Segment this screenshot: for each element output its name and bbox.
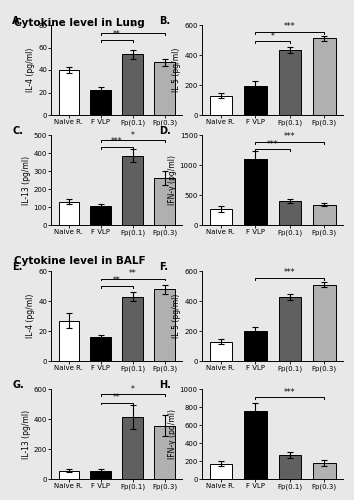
Y-axis label: IL-5 (pg/ml): IL-5 (pg/ml) — [172, 294, 181, 338]
Bar — [91, 90, 111, 115]
Text: C.: C. — [12, 126, 23, 136]
Text: **: ** — [113, 30, 121, 39]
Bar — [58, 320, 79, 361]
Bar — [210, 209, 232, 225]
Text: Cytokine level in Lung: Cytokine level in Lung — [14, 18, 145, 28]
Text: **: ** — [113, 393, 121, 402]
Bar — [91, 206, 111, 225]
Text: *: * — [131, 131, 135, 140]
Text: *: * — [131, 24, 135, 32]
Bar — [122, 54, 143, 115]
Text: H.: H. — [159, 380, 171, 390]
Text: G.: G. — [12, 380, 24, 390]
Text: E.: E. — [12, 262, 22, 272]
Bar — [154, 289, 175, 361]
Bar — [279, 455, 301, 479]
Bar — [279, 296, 301, 361]
Bar — [313, 204, 336, 225]
Bar — [154, 62, 175, 115]
Bar — [58, 471, 79, 479]
Y-axis label: IFN-γ (pg/ml): IFN-γ (pg/ml) — [168, 155, 177, 205]
Bar — [313, 463, 336, 479]
Bar — [313, 284, 336, 361]
Text: ***: *** — [284, 132, 296, 141]
Bar — [91, 471, 111, 479]
Bar — [210, 96, 232, 115]
Text: *: * — [131, 384, 135, 394]
Text: **: ** — [129, 269, 137, 278]
Bar — [244, 410, 267, 479]
Y-axis label: IL-5 (pg/ml): IL-5 (pg/ml) — [172, 48, 181, 92]
Bar — [279, 50, 301, 115]
Text: *: * — [271, 32, 274, 41]
Text: ***: *** — [284, 268, 296, 277]
Text: B.: B. — [159, 16, 170, 26]
Y-axis label: IL-13 (pg/ml): IL-13 (pg/ml) — [22, 156, 31, 204]
Bar — [122, 156, 143, 225]
Bar — [210, 464, 232, 479]
Bar — [313, 38, 336, 115]
Bar — [122, 296, 143, 361]
Text: ***: *** — [284, 22, 296, 31]
Text: **: ** — [113, 276, 121, 285]
Text: D.: D. — [159, 126, 171, 136]
Text: F.: F. — [159, 262, 168, 272]
Bar — [244, 331, 267, 361]
Bar — [122, 417, 143, 479]
Bar — [154, 178, 175, 225]
Bar — [91, 337, 111, 361]
Y-axis label: IFN-γ (pg/ml): IFN-γ (pg/ml) — [168, 409, 177, 459]
Bar — [279, 201, 301, 225]
Text: Cytokine level in BALF: Cytokine level in BALF — [14, 256, 146, 266]
Bar — [244, 86, 267, 115]
Y-axis label: IL-4 (pg/ml): IL-4 (pg/ml) — [27, 294, 35, 338]
Bar — [58, 70, 79, 115]
Y-axis label: IL-4 (pg/ml): IL-4 (pg/ml) — [27, 48, 35, 92]
Bar — [244, 159, 267, 225]
Bar — [210, 342, 232, 361]
Text: ***: *** — [284, 388, 296, 396]
Text: ***: *** — [111, 137, 122, 146]
Bar — [58, 202, 79, 225]
Text: ***: *** — [267, 140, 278, 149]
Y-axis label: IL-13 (pg/ml): IL-13 (pg/ml) — [22, 410, 31, 459]
Text: A.: A. — [12, 16, 23, 26]
Bar — [154, 426, 175, 479]
